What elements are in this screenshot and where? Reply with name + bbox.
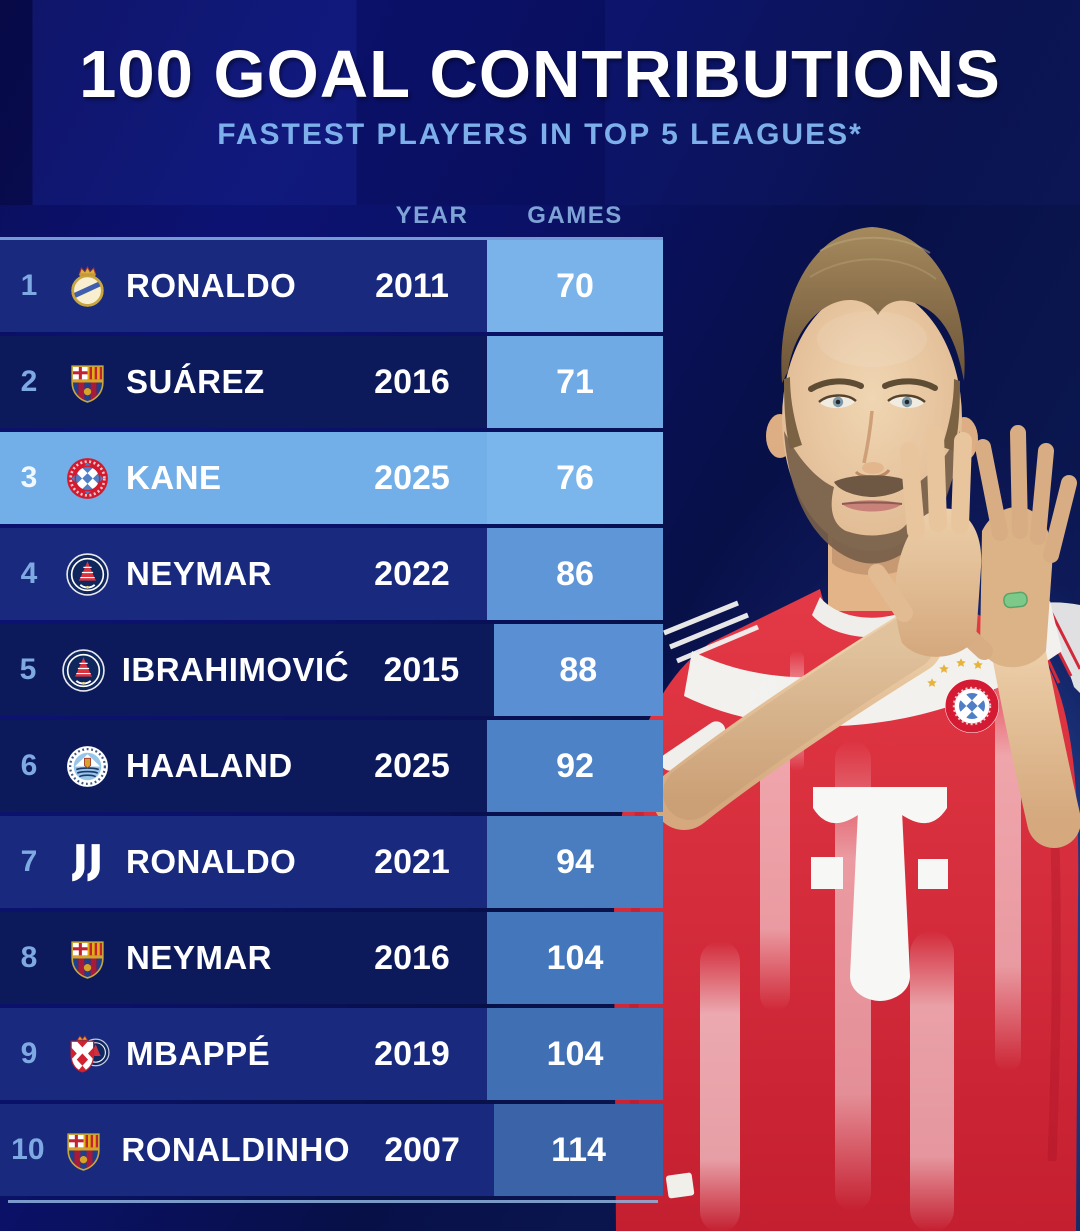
page-title: 100 GOAL CONTRIBUTIONS — [79, 37, 1001, 112]
games-cell: 86 — [487, 528, 663, 620]
rank-number: 8 — [20, 941, 38, 974]
games-cell: 104 — [487, 912, 663, 1004]
ranking-table: YEAR GAMES 1 RONALDO 2011 70 2 SUÁREZ — [0, 196, 664, 1203]
rank-number: 1 — [20, 269, 38, 302]
rank-number: 7 — [20, 845, 38, 878]
kane-eyebrows — [808, 378, 938, 392]
year-value: 2025 — [374, 458, 450, 497]
monaco-psg-badge — [58, 1031, 116, 1078]
kane-hair — [781, 227, 965, 383]
table-bottom-line — [8, 1200, 658, 1203]
psg-badge — [58, 551, 116, 598]
table-row: 3 KANE 2025 76 — [0, 432, 663, 524]
games-value: 71 — [556, 362, 594, 401]
bayern-crest — [927, 658, 999, 733]
kane-mouth — [841, 500, 903, 512]
green-finger-tape — [1003, 591, 1028, 609]
year-value: 2007 — [384, 1130, 460, 1169]
player-name: SUÁREZ — [126, 363, 265, 400]
games-cell: 71 — [487, 336, 663, 428]
ranking-rows: 1 RONALDO 2011 70 2 SUÁREZ 2016 71 3 — [0, 240, 664, 1203]
games-value: 92 — [556, 746, 594, 785]
table-row: 8 NEYMAR 2016 104 — [0, 912, 663, 1004]
player-name: MBAPPÉ — [126, 1035, 271, 1072]
year-value: 2025 — [374, 746, 450, 785]
bayern-munich-badge — [58, 455, 116, 502]
rank-number: 2 — [20, 365, 38, 398]
manchester-city-badge — [58, 743, 116, 790]
games-cell: 94 — [487, 816, 663, 908]
player-name: RONALDINHO — [121, 1131, 351, 1168]
table-row: 10 RONALDINHO 2007 114 — [0, 1104, 664, 1196]
year-value: 2015 — [383, 650, 460, 689]
rank-number: 9 — [20, 1037, 38, 1070]
player-name: NEYMAR — [126, 939, 273, 976]
year-value: 2021 — [374, 842, 450, 881]
games-cell: 88 — [493, 624, 663, 716]
player-name: HAALAND — [126, 747, 293, 784]
year-value: 2016 — [374, 362, 450, 401]
year-value: 2016 — [374, 938, 450, 977]
games-cell: 114 — [494, 1104, 664, 1196]
psg-badge — [56, 647, 112, 694]
kane-photo-illustration — [613, 227, 1080, 1231]
games-value: 76 — [556, 458, 594, 497]
table-row: 9 MBAPPÉ 2019 104 — [0, 1008, 663, 1100]
games-value: 104 — [546, 938, 604, 977]
table-row: 1 RONALDO 2011 70 — [0, 240, 663, 332]
games-value: 114 — [551, 1130, 606, 1169]
games-value: 86 — [556, 554, 594, 593]
player-name: NEYMAR — [126, 555, 273, 592]
kane-eyes — [818, 394, 926, 409]
barcelona-badge — [58, 935, 116, 982]
games-cell: 104 — [487, 1008, 663, 1100]
games-column-header: GAMES — [527, 202, 623, 229]
table-row: 2 SUÁREZ 2016 71 — [0, 336, 663, 428]
player-name: IBRAHIMOVIĆ — [121, 651, 350, 688]
games-value: 104 — [546, 1034, 604, 1073]
barcelona-badge — [58, 359, 116, 406]
barcelona-badge — [56, 1127, 112, 1174]
player-name: RONALDO — [126, 267, 297, 304]
real-madrid-badge — [58, 263, 116, 310]
player-name: RONALDO — [126, 843, 297, 880]
year-value: 2019 — [374, 1034, 450, 1073]
games-value: 70 — [556, 266, 594, 305]
kane-left-arm — [945, 425, 1080, 848]
rank-number: 4 — [20, 557, 38, 590]
games-value: 88 — [559, 650, 598, 689]
player-name: KANE — [126, 459, 222, 496]
adidas-shoulder-stripes — [663, 600, 759, 664]
kane-right-arm — [653, 426, 982, 830]
rank-number: 10 — [11, 1133, 45, 1166]
table-row: 6 HAALAND 2025 92 — [0, 720, 663, 812]
telekom-t-logo — [811, 787, 948, 1001]
year-value: 2011 — [375, 266, 449, 305]
table-row: 7 RONALDO 2021 94 — [0, 816, 663, 908]
jersey-tag — [665, 1172, 695, 1199]
year-value: 2022 — [374, 554, 450, 593]
year-column-header: YEAR — [395, 202, 469, 229]
table-header: YEAR GAMES — [0, 196, 663, 240]
juventus-badge — [58, 839, 116, 886]
games-cell: 92 — [487, 720, 663, 812]
games-value: 94 — [556, 842, 594, 881]
page-subtitle: FASTEST PLAYERS IN TOP 5 LEAGUES* — [217, 118, 863, 151]
games-cell: 76 — [487, 432, 663, 524]
rank-number: 3 — [20, 461, 38, 494]
kane-nose — [854, 410, 891, 479]
games-cell: 70 — [487, 240, 663, 332]
kane-mustache — [834, 475, 910, 497]
table-row: 5 IBRAHIMOVIĆ 2015 88 — [0, 624, 663, 716]
table-row: 4 NEYMAR 2022 86 — [0, 528, 663, 620]
rank-number: 6 — [20, 749, 38, 782]
rank-number: 5 — [19, 653, 37, 686]
